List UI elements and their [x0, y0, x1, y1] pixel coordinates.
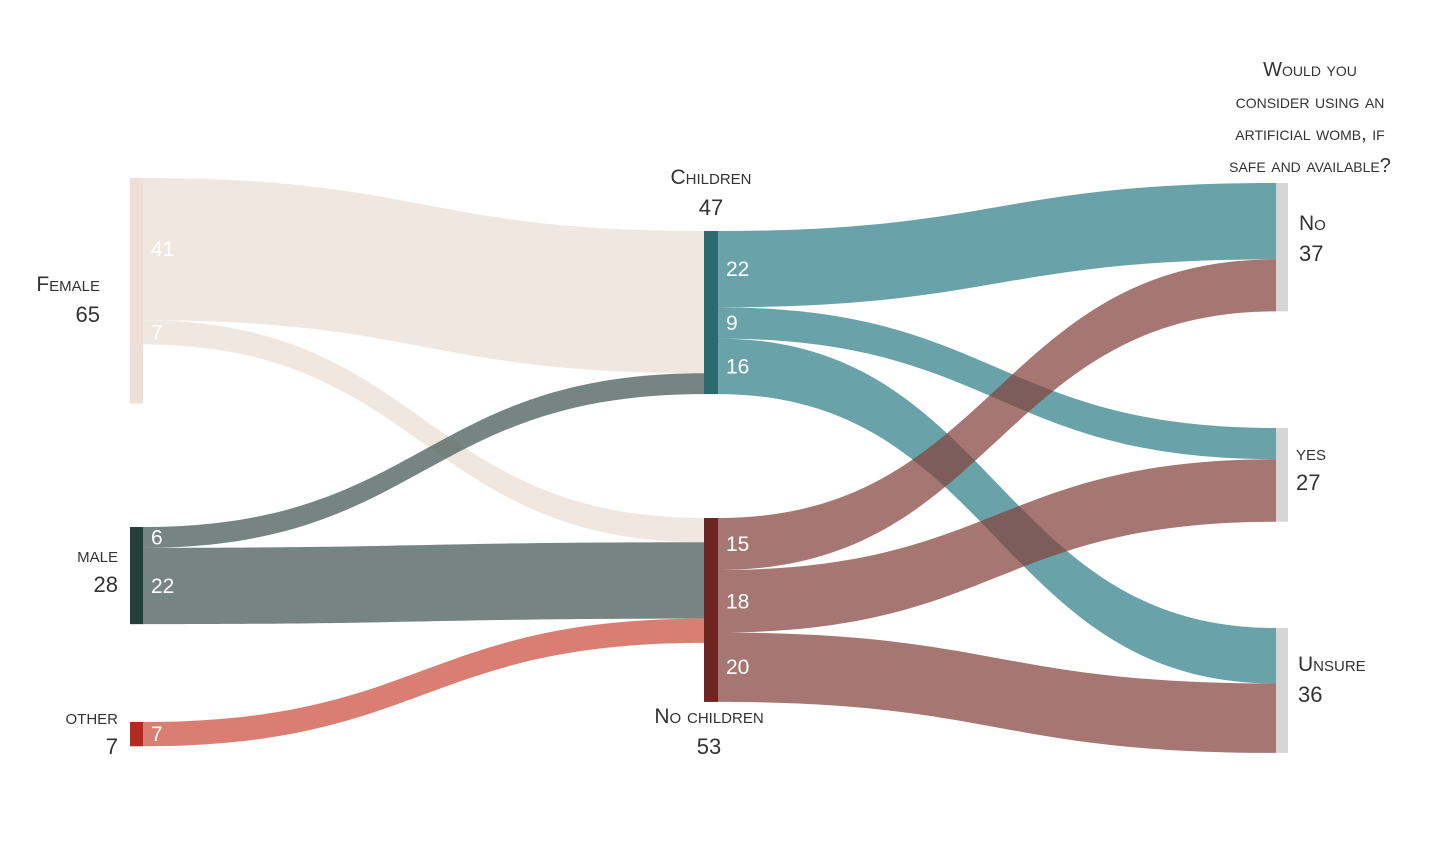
- links-layer: [143, 178, 1276, 753]
- flow-label-nochildren-to-yes: 18: [726, 590, 749, 613]
- question-line-1: Would you: [1263, 59, 1357, 81]
- flow-label-children-to-no: 22: [726, 258, 749, 281]
- nodes-layer: [130, 178, 1288, 753]
- node-value-unsure: 36: [1298, 682, 1322, 707]
- node-name-male: male: [77, 544, 118, 567]
- node-children: [704, 231, 718, 395]
- question-line-2: consider using an: [1236, 91, 1385, 113]
- node-female: [130, 178, 143, 404]
- node-value-male: 28: [94, 572, 118, 597]
- node-no: [1276, 183, 1288, 312]
- flow-label-female-to-children: 41: [151, 238, 174, 261]
- node-male: [130, 527, 143, 625]
- node-value-other: 7: [106, 734, 118, 759]
- flow-label-male-to-children: 6: [151, 526, 163, 549]
- node-value-female: 65: [76, 302, 100, 327]
- question-line-4: safe and available?: [1229, 155, 1391, 177]
- node-name-nochildren: No children: [654, 705, 763, 728]
- link-children-to-unsure: [718, 338, 1276, 684]
- node-value-nochildren: 53: [697, 734, 721, 759]
- link-nochildren-to-yes: [718, 459, 1276, 633]
- labels-layer: 41 7 6 22 7 22 9 16 15 18 20 Female 65 male 28 other 7 Ch…: [36, 166, 1365, 759]
- node-yes: [1276, 428, 1288, 522]
- link-other-to-nochildren: [143, 618, 704, 747]
- flow-label-nochildren-to-unsure: 20: [726, 656, 749, 679]
- node-value-yes: 27: [1296, 470, 1320, 495]
- link-nochildren-to-unsure: [718, 632, 1276, 753]
- question-line-3: artificial womb, if: [1235, 123, 1384, 145]
- node-name-yes: yes: [1296, 442, 1326, 465]
- flow-label-other-to-nochildren: 7: [151, 723, 163, 746]
- node-name-other: other: [66, 706, 119, 729]
- link-children-to-yes: [718, 307, 1276, 460]
- node-value-no: 37: [1299, 241, 1323, 266]
- link-female-to-nochildren: [143, 320, 704, 543]
- question-title: Would you consider using an artificial wom…: [1229, 59, 1391, 177]
- node-name-children: Children: [670, 166, 751, 189]
- flow-label-children-to-yes: 9: [726, 312, 738, 335]
- node-name-female: Female: [36, 273, 100, 296]
- flow-label-children-to-unsure: 16: [726, 355, 749, 378]
- node-name-no: No: [1299, 212, 1326, 235]
- link-male-to-nochildren: [143, 542, 704, 625]
- flow-label-female-to-nochildren: 7: [151, 321, 163, 344]
- flow-label-nochildren-to-no: 15: [726, 533, 749, 556]
- link-children-to-no: [718, 183, 1276, 308]
- node-name-unsure: Unsure: [1298, 653, 1366, 676]
- link-female-to-children: [143, 178, 704, 374]
- node-unsure: [1276, 628, 1288, 753]
- link-male-to-children: [143, 373, 704, 548]
- node-other: [130, 722, 143, 747]
- flow-label-male-to-nochildren: 22: [151, 575, 174, 598]
- node-nochildren: [704, 518, 718, 702]
- link-nochildren-to-no: [718, 259, 1276, 571]
- node-value-children: 47: [699, 195, 723, 220]
